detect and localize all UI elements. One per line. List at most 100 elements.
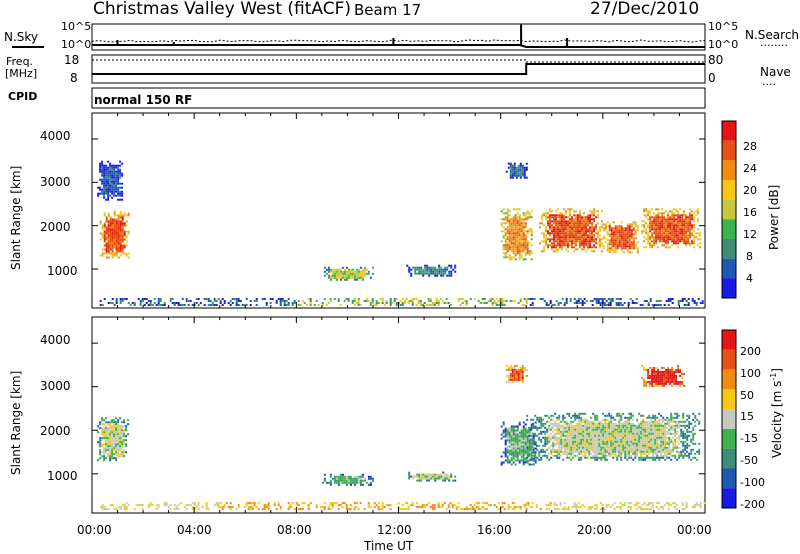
echo-cell (594, 452, 597, 455)
echo-cell (664, 430, 667, 433)
echo-cell (653, 236, 656, 239)
echo-cell (646, 450, 649, 453)
echo-cell (596, 458, 599, 461)
echo-cell (582, 442, 585, 445)
echo-cell (97, 186, 100, 189)
echo-cell (667, 212, 670, 215)
echo-cell (127, 230, 130, 233)
echo-cell (646, 436, 649, 439)
ground-cell (321, 302, 324, 304)
ground-cell (369, 302, 372, 304)
echo-cell (648, 424, 651, 427)
echo-cell (426, 270, 429, 273)
echo-cell (693, 240, 696, 243)
ground-cell (147, 504, 150, 507)
echo-cell (121, 186, 124, 189)
echo-cell (424, 473, 427, 476)
echo-cell (668, 428, 671, 431)
echo-cell (579, 246, 581, 249)
echo-cell (570, 430, 573, 433)
echo-cell (526, 456, 529, 459)
echo-cell (422, 477, 425, 480)
ground-cell (205, 298, 208, 300)
echo-cell (123, 435, 126, 438)
echo-cell (679, 234, 682, 237)
echo-cell (683, 372, 686, 375)
echo-cell (591, 238, 593, 241)
echo-cell (579, 240, 581, 243)
echo-cell (115, 190, 118, 193)
ground-cell (321, 304, 324, 306)
ground-cell (217, 502, 220, 505)
echo-cell (113, 164, 116, 167)
echo-cell (648, 422, 651, 425)
echo-cell (582, 418, 585, 421)
ground-cell (401, 298, 404, 300)
echo-cell (649, 366, 652, 369)
echo-cell (638, 426, 641, 429)
echo-cell (107, 427, 110, 430)
echo-cell (363, 272, 366, 275)
echo-cell (624, 227, 627, 230)
echo-cell (577, 238, 579, 241)
echo-cell (681, 382, 684, 385)
echo-cell (667, 228, 670, 231)
echo-cell (677, 240, 680, 243)
echo-cell (642, 430, 645, 433)
echo-cell (562, 424, 565, 427)
echo-cell (426, 268, 429, 271)
echo-cell (331, 477, 334, 480)
echo-cell (109, 234, 112, 237)
echo-cell (416, 475, 419, 478)
echo-cell (101, 162, 104, 165)
ground-cell (433, 302, 436, 304)
echo-cell (581, 230, 583, 233)
echo-cell (107, 176, 110, 179)
echo-cell (675, 210, 678, 213)
echo-cell (656, 424, 659, 427)
echo-cell (691, 228, 694, 231)
echo-cell (657, 372, 660, 375)
echo-cell (687, 240, 690, 243)
echo-cell (573, 210, 575, 213)
ground-cell (337, 300, 340, 302)
echo-cell (422, 272, 425, 275)
ground-cell (193, 508, 196, 511)
echo-cell (369, 481, 372, 484)
echo-cell (648, 428, 651, 431)
echo-cell (604, 430, 607, 433)
echo-cell (693, 230, 696, 233)
echo-cell (339, 268, 342, 271)
echo-cell (111, 182, 114, 185)
echo-cell (647, 242, 650, 245)
echo-cell (632, 438, 635, 441)
echo-cell (502, 236, 505, 239)
echo-cell (673, 238, 676, 241)
echo-cell (117, 435, 120, 438)
echo-cell (591, 214, 593, 217)
echo-cell (516, 224, 519, 227)
echo-cell (673, 208, 676, 211)
echo-cell (599, 228, 601, 231)
echo-cell (524, 216, 527, 219)
echo-cell (125, 252, 128, 255)
echo-cell (676, 422, 679, 425)
echo-cell (123, 425, 126, 428)
echo-cell (111, 447, 114, 450)
echo-cell (105, 429, 108, 432)
ground-cell (293, 300, 296, 302)
echo-cell (669, 220, 672, 223)
echo-cell (440, 477, 443, 480)
echo-cell (432, 475, 435, 478)
echo-cell (522, 226, 525, 229)
ground-cell (129, 304, 132, 306)
echo-cell (105, 248, 108, 251)
ground-cell (119, 506, 122, 509)
echo-cell (640, 450, 643, 453)
echo-cell (420, 473, 423, 476)
echo-cell (526, 236, 529, 239)
echo-cell (424, 272, 427, 275)
echo-cell (538, 454, 541, 457)
echo-cell (624, 229, 627, 232)
ground-cell (449, 304, 452, 306)
